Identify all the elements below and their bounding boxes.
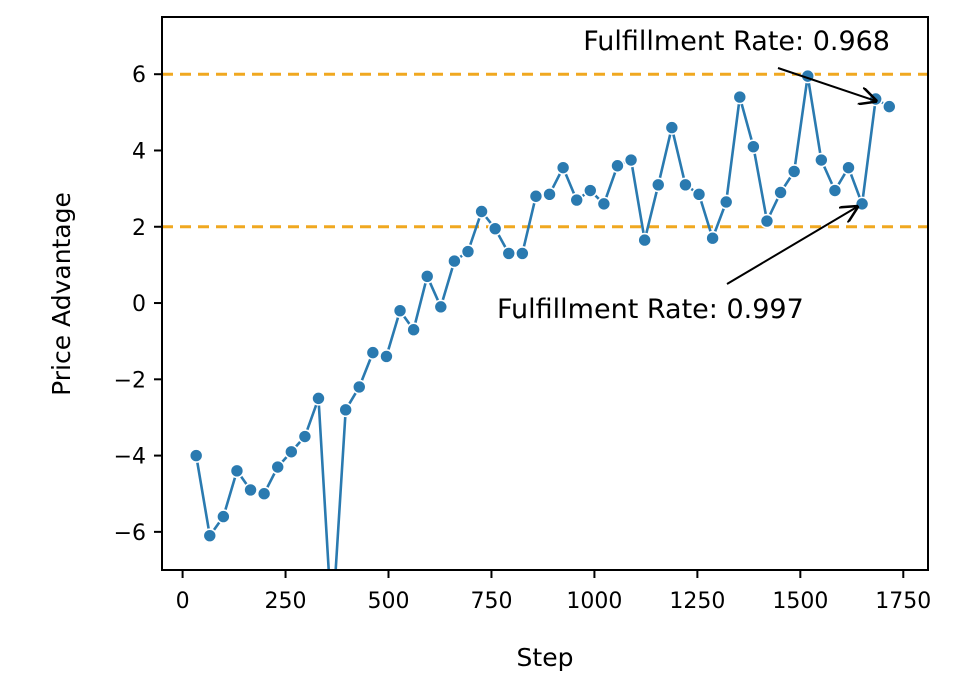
y-tick-label: 4 — [132, 139, 146, 164]
data-point — [623, 152, 639, 168]
y-axis: −6 −4 −2 0 2 4 6 — [114, 63, 162, 546]
data-point — [297, 429, 313, 444]
data-point — [854, 196, 870, 212]
data-point — [515, 246, 530, 261]
x-tick-label: 1500 — [772, 589, 828, 614]
data-point — [759, 213, 775, 229]
data-point — [351, 379, 367, 395]
plot-frame — [161, 16, 929, 571]
data-point — [610, 158, 625, 174]
annotation-bottom-label: Fulfillment Rate: 0.997 — [497, 294, 804, 325]
data-point — [664, 120, 680, 135]
data-point — [379, 349, 394, 364]
data-point — [841, 160, 856, 175]
data-point — [691, 187, 707, 202]
data-point — [447, 253, 462, 269]
data-point — [188, 448, 204, 463]
data-point — [637, 232, 652, 248]
data-point — [881, 99, 897, 114]
x-tick-label: 1750 — [875, 589, 931, 614]
data-point — [487, 221, 503, 236]
data-point — [773, 185, 788, 200]
x-axis: 0 250 500 750 1000 1250 1500 1750 — [176, 570, 931, 614]
data-point — [311, 391, 326, 406]
x-tick-label: 1250 — [669, 589, 725, 614]
x-tick-label: 1000 — [566, 589, 622, 614]
x-tick-label: 750 — [470, 589, 512, 614]
data-point — [555, 160, 571, 175]
y-tick-label: 2 — [132, 216, 146, 241]
data-point — [338, 402, 353, 418]
y-tick-label: −6 — [114, 521, 146, 546]
data-point — [392, 303, 408, 318]
annotation-bottom-arrow — [726, 207, 857, 285]
y-tick-label: −4 — [114, 445, 146, 470]
data-point — [786, 164, 802, 179]
data-point — [542, 187, 557, 202]
data-point — [650, 177, 666, 193]
data-point — [202, 528, 218, 543]
data-point — [433, 299, 449, 315]
data-point — [326, 621, 339, 634]
data-point — [243, 482, 258, 498]
data-point — [229, 463, 245, 479]
data-point — [256, 486, 272, 502]
annotation-top-arrow — [777, 67, 876, 101]
data-point — [596, 196, 612, 212]
data-point — [705, 230, 720, 246]
data-point — [419, 269, 435, 284]
data-point — [460, 244, 476, 259]
annotation-bottom: Fulfillment Rate: 0.997 — [497, 207, 857, 325]
data-point — [718, 194, 734, 210]
x-axis-title: Step — [517, 643, 574, 672]
data-point — [827, 183, 843, 198]
x-tick-label: 250 — [265, 589, 307, 614]
data-point — [501, 246, 517, 261]
x-tick-label: 0 — [176, 589, 190, 614]
data-point — [814, 152, 829, 168]
y-tick-label: −2 — [114, 368, 146, 393]
data-point — [474, 204, 489, 219]
data-point — [583, 183, 598, 198]
y-axis-title: Price Advantage — [47, 192, 76, 396]
data-point — [365, 345, 381, 360]
data-point — [284, 444, 299, 460]
series-line — [194, 74, 890, 570]
data-point — [678, 177, 693, 193]
y-tick-label: 6 — [132, 63, 146, 88]
data-point — [732, 89, 748, 105]
series-layer — [188, 68, 897, 634]
y-tick-label: 0 — [132, 292, 146, 317]
x-tick-label: 500 — [368, 589, 410, 614]
data-point — [270, 459, 286, 475]
data-point — [406, 322, 421, 338]
data-point — [216, 509, 231, 524]
data-point — [569, 192, 585, 208]
annotation-top: Fulfillment Rate: 0.968 — [583, 26, 890, 101]
reference-lines — [162, 72, 928, 229]
data-point — [746, 139, 761, 154]
annotation-top-label: Fulfillment Rate: 0.968 — [583, 26, 890, 57]
data-point — [528, 188, 544, 204]
